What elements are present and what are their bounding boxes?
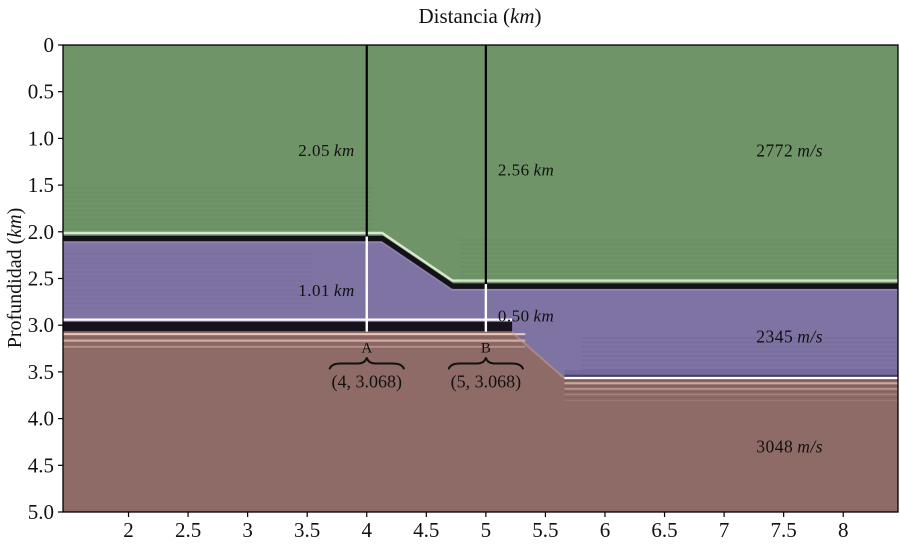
point-b-coords: (5, 3.068) [451,372,522,393]
point-b-label: B [481,341,491,357]
x-tick-label: 3.5 [294,518,320,542]
point-a-label: A [361,341,372,357]
measurement-label-0: 2.05 km [298,141,354,160]
x-tick-label: 5.5 [532,518,558,542]
layer-capa-media [63,236,898,378]
y-tick-label: 0.5 [28,80,54,104]
point-a-coords: (4, 3.068) [331,372,402,393]
x-tick-label: 3 [242,518,253,542]
x-tick-label: 4.5 [413,518,439,542]
x-tick-label: 8 [838,518,849,542]
y-tick-label: 1.0 [28,126,54,150]
x-tick-label: 6 [600,518,611,542]
annotated-points-group: A (4, 3.068) B (5, 3.068) [328,341,524,393]
y-tick-label: 4.5 [28,453,54,477]
x-tick-label: 5 [481,518,492,542]
layer-capa-superior [63,45,898,285]
layers-group [63,45,898,512]
interface-1-dark-band [63,235,898,289]
x-tick-label: 4 [361,518,372,542]
velocity-label-capa-media: 2345 m/s [756,326,823,346]
point-b-overbrace [447,357,524,370]
x-tick-label: 7 [719,518,730,542]
velocity-label-capa-superior: 2772 m/s [756,141,823,161]
interface-2-slope-fringe [511,331,566,380]
interface-textures-group [63,231,898,402]
y-tick-label: 0 [44,33,55,57]
y-tick-label: 2.5 [28,267,54,291]
text-labels-group: 2.05 km 1.01 km 2.56 km 0.50 km 2772 m/s 2345… [298,141,823,457]
measurement-label-2: 2.56 km [498,161,554,180]
x-tick-label: 2.5 [175,518,201,542]
axes-group: 2 2.5 3 3.5 4 4.5 5 5.5 6 6.5 7 7.5 8 0 0.5 1.0 1.5 2.0 2.… [4,4,899,542]
measurement-label-1: 1.01 km [298,281,354,300]
x-tick-label: 6.5 [651,518,677,542]
velocity-label-capa-inferior: 3048 m/s [756,437,823,457]
layer-capa-inferior [63,331,898,512]
y-axis-label: Profundidad (km) [4,208,26,349]
interface-1-light-fringe [63,231,898,282]
y-tick-label: 1.5 [28,173,54,197]
y-tick-label: 2.0 [28,220,54,244]
x-axis-title: Distancia (km) [418,4,541,28]
x-tick-label: 2 [123,518,134,542]
y-tick-label: 3.5 [28,360,54,384]
y-tick-label: 5.0 [28,500,54,524]
interface-1-purple-fringe [63,241,898,291]
x-tick-label: 7.5 [771,518,797,542]
point-a-overbrace [328,357,405,370]
y-tick-label: 3.0 [28,313,54,337]
seismic-ripples-group [63,187,898,371]
measurement-lines-group [365,45,488,332]
measurement-label-3: 0.50 km [498,306,554,325]
y-tick-label: 4.0 [28,407,54,431]
